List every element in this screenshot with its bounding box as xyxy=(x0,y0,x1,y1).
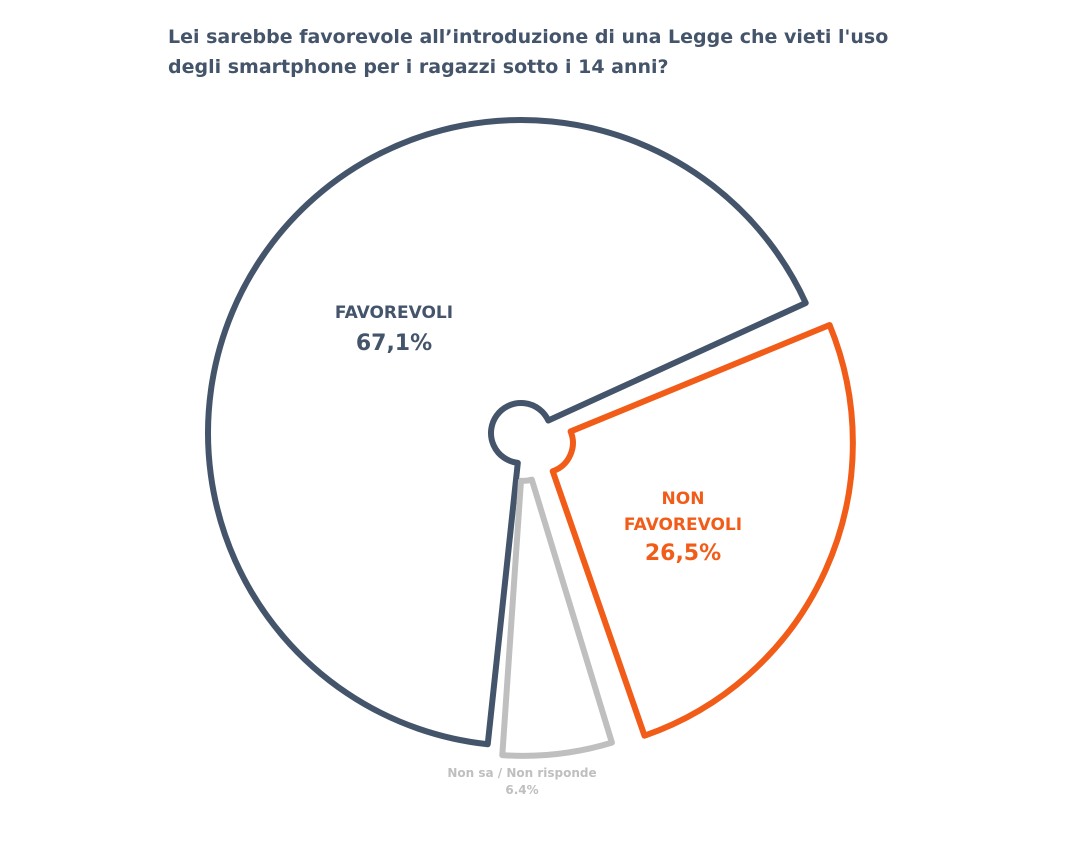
slice-2-label-line-2: FAVOREVOLI xyxy=(624,515,742,535)
chart-title: Lei sarebbe favorevole all’introduzione … xyxy=(168,22,928,82)
chart-title-line-1: Lei sarebbe favorevole all’introduzione … xyxy=(168,26,889,48)
pie-slice-3 xyxy=(499,476,615,759)
slice-1-label-line-1: FAVOREVOLI xyxy=(335,303,453,323)
pie-slice-1 xyxy=(205,117,809,748)
slice-1-value-label: 67,1% xyxy=(356,331,432,356)
chart-title-line-2: degli smartphone per i ragazzi sotto i 1… xyxy=(168,56,669,78)
slice-2-value-label: 26,5% xyxy=(645,541,721,566)
slice-3-value-label: 6.4% xyxy=(505,783,538,797)
pie-slice-2 xyxy=(549,322,856,739)
pie-slices xyxy=(205,117,856,759)
slice-2-label-line-1: NON xyxy=(662,489,705,509)
slice-3-label-line-1: Non sa / Non risponde xyxy=(447,766,596,780)
pie-labels: FAVOREVOLI 67,1% NON FAVOREVOLI 26,5% Non sa … xyxy=(335,303,742,797)
